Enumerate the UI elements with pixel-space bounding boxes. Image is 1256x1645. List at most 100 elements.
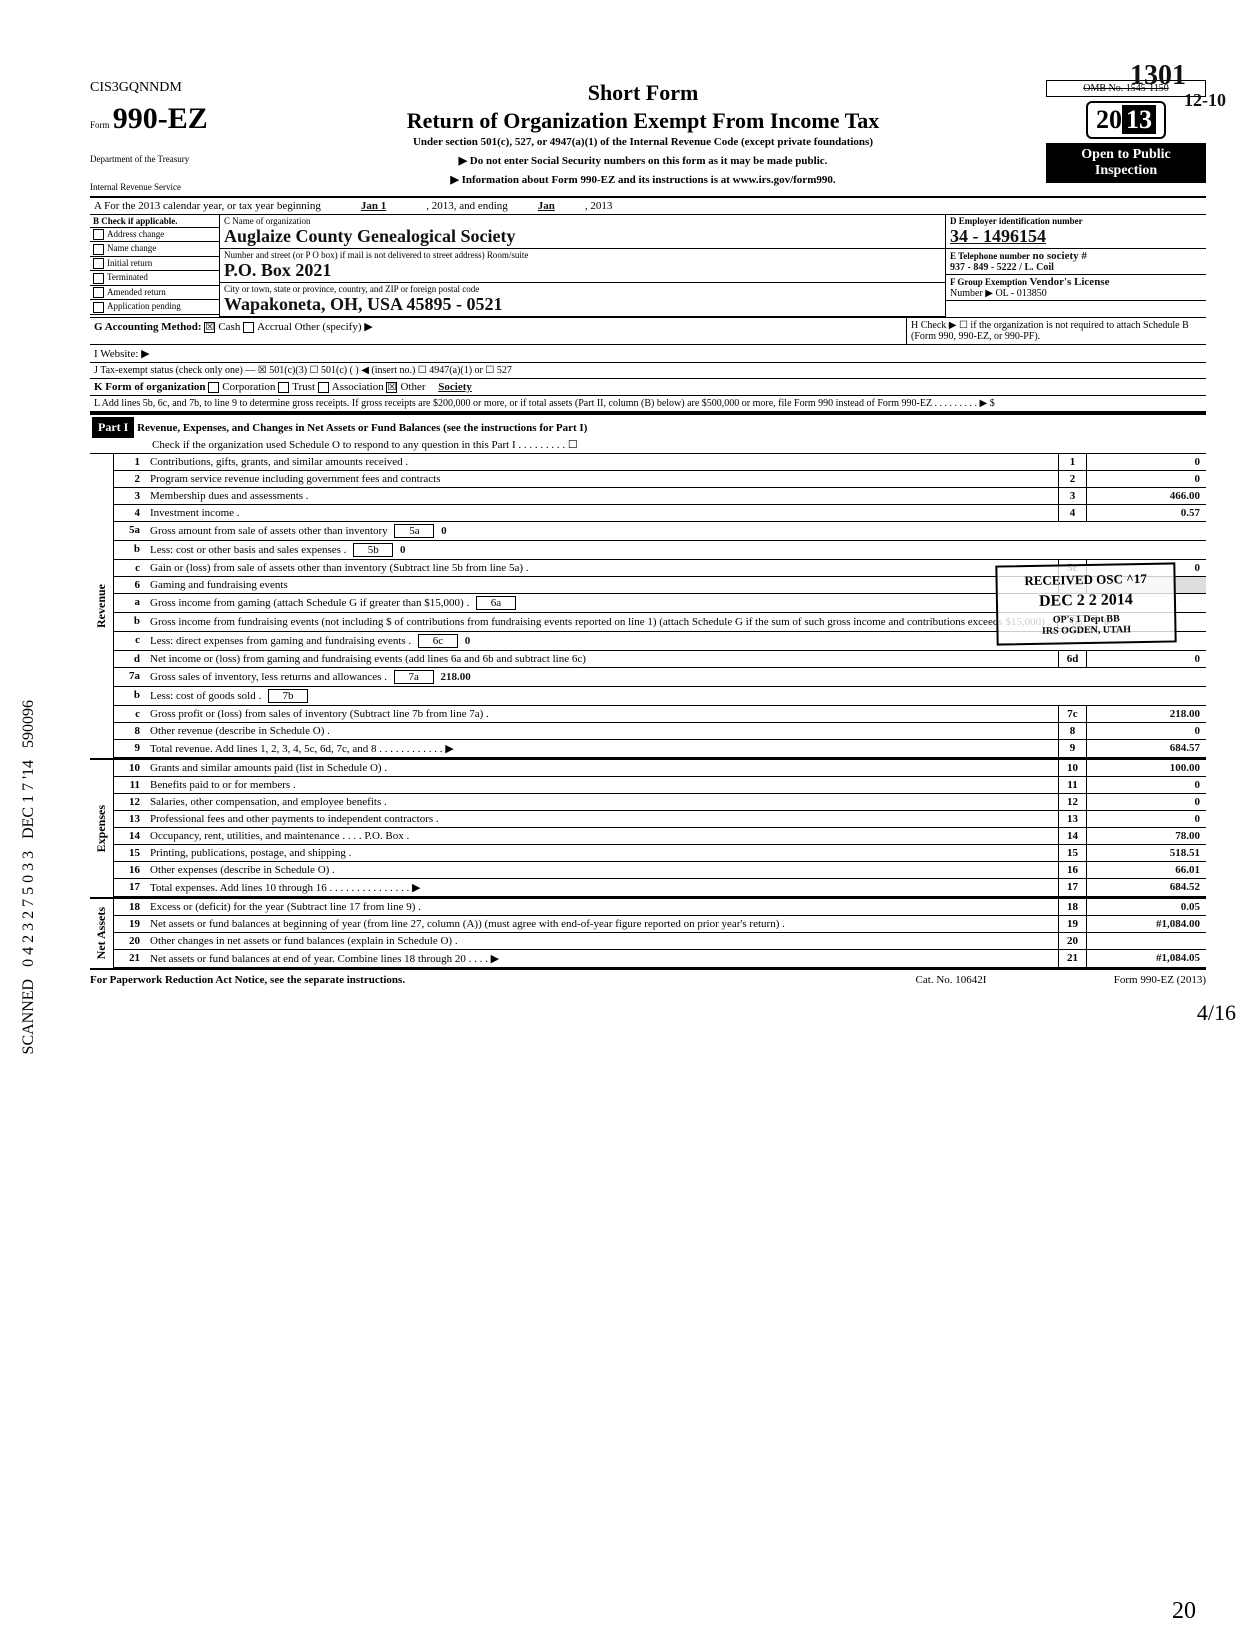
open-public-1: Open to Public <box>1050 147 1202 163</box>
line-value: 78.00 <box>1086 828 1206 844</box>
h-text: H Check ▶ ☐ if the organization is not r… <box>906 318 1206 344</box>
line-box: 8 <box>1058 723 1086 739</box>
line-value: 0 <box>1086 471 1206 487</box>
line-a-text: A For the 2013 calendar year, or tax yea… <box>94 200 321 212</box>
line-num: 10 <box>114 760 146 776</box>
form-line-17: 17Total expenses. Add lines 10 through 1… <box>114 879 1206 897</box>
box-c: C Name of organization Auglaize County G… <box>220 215 946 317</box>
line-box: 15 <box>1058 845 1086 861</box>
chk-terminated[interactable]: Terminated <box>107 272 148 282</box>
stamp-irs: IRS OGDEN, UTAH <box>1004 624 1168 638</box>
line-num: 16 <box>114 862 146 878</box>
line-desc: Gross sales of inventory, less returns a… <box>146 668 1206 686</box>
part1-title: Revenue, Expenses, and Changes in Net As… <box>137 422 587 434</box>
directive-2: ▶ Information about Form 990-EZ and its … <box>252 173 1034 186</box>
e-scratch: no society # <box>1033 250 1087 262</box>
line-num: 6 <box>114 577 146 593</box>
line-desc: Net assets or fund balances at beginning… <box>146 916 1058 932</box>
chk-corp[interactable] <box>208 382 219 393</box>
l-text: L Add lines 5b, 6c, and 7b, to line 9 to… <box>90 396 1206 411</box>
line-num: 1 <box>114 454 146 470</box>
line-num: 19 <box>114 916 146 932</box>
chk-other[interactable]: ☒ <box>386 382 397 393</box>
line-value: 0 <box>1086 723 1206 739</box>
line-value: 0 <box>1086 811 1206 827</box>
org-name: Auglaize County Genealogical Society <box>224 226 941 247</box>
f-label: F Group Exemption <box>950 277 1027 287</box>
line-desc: Other revenue (describe in Schedule O) . <box>146 723 1058 739</box>
line-value: 100.00 <box>1086 760 1206 776</box>
line-box: 13 <box>1058 811 1086 827</box>
stamp-date: DEC 2 2 2014 <box>1004 591 1168 612</box>
chk-trust[interactable] <box>278 382 289 393</box>
line-value: 0.05 <box>1086 899 1206 915</box>
line-box: 11 <box>1058 777 1086 793</box>
line-g-h: G Accounting Method: ☒Cash Accrual Other… <box>90 318 1206 345</box>
chk-address[interactable]: Address change <box>107 229 164 239</box>
chk-amended[interactable]: Amended return <box>107 287 166 297</box>
chk-cash[interactable]: ☒ <box>204 322 215 333</box>
line-value: 0 <box>1086 454 1206 470</box>
form-line-10: 10Grants and similar amounts paid (list … <box>114 760 1206 777</box>
line-value: 218.00 <box>1086 706 1206 722</box>
footer: For Paperwork Reduction Act Notice, see … <box>90 968 1206 986</box>
form-line-7a: 7aGross sales of inventory, less returns… <box>114 668 1206 687</box>
dept-treasury: Department of the Treasury <box>90 154 240 164</box>
city-value: Wapakoneta, OH, USA 45895 - 0521 <box>224 294 941 315</box>
line-num: 13 <box>114 811 146 827</box>
form-line-18: 18Excess or (deficit) for the year (Subt… <box>114 899 1206 916</box>
expense-lines: 10Grants and similar amounts paid (list … <box>114 760 1206 897</box>
line-desc: Net assets or fund balances at end of ye… <box>146 950 1058 967</box>
info-grid: B Check if applicable. Address change Na… <box>90 215 1206 318</box>
line-desc: Less: cost of goods sold . 7b <box>146 687 1206 705</box>
form-line-c: cGross profit or (loss) from sales of in… <box>114 706 1206 723</box>
form-line-20: 20Other changes in net assets or fund ba… <box>114 933 1206 950</box>
line-desc: Printing, publications, postage, and shi… <box>146 845 1058 861</box>
form-line-13: 13Professional fees and other payments t… <box>114 811 1206 828</box>
g-cash: Cash <box>218 321 240 333</box>
form-line-2: 2Program service revenue including gover… <box>114 471 1206 488</box>
k-other-val: Society <box>438 381 472 393</box>
line-num: 20 <box>114 933 146 949</box>
form-line-15: 15Printing, publications, postage, and s… <box>114 845 1206 862</box>
line-a: A For the 2013 calendar year, or tax yea… <box>90 196 1206 215</box>
line-desc: Occupancy, rent, utilities, and maintena… <box>146 828 1058 844</box>
k-assoc: Association <box>332 381 384 393</box>
line-value: #1,084.05 <box>1086 950 1206 967</box>
line-num: 21 <box>114 950 146 967</box>
line-num: 18 <box>114 899 146 915</box>
line-num: d <box>114 651 146 667</box>
chk-pending[interactable]: Application pending <box>107 301 181 311</box>
g-label: G Accounting Method: <box>94 321 202 333</box>
period-end-month: Jan <box>538 200 555 212</box>
line-num: b <box>114 613 146 631</box>
form-line-12: 12Salaries, other compensation, and empl… <box>114 794 1206 811</box>
phone-value: 937 - 849 - 5222 / L. Coil <box>950 262 1202 273</box>
line-desc: Gain or (loss) from sale of assets other… <box>146 560 1058 576</box>
line-value: 0 <box>1086 777 1206 793</box>
chk-assoc[interactable] <box>318 382 329 393</box>
f-number: Number ▶ OL - 013850 <box>950 288 1202 299</box>
line-box: 21 <box>1058 950 1086 967</box>
line-num: 2 <box>114 471 146 487</box>
short-form-title: Short Form <box>252 80 1034 106</box>
line-num: c <box>114 560 146 576</box>
form-line-b: bLess: cost or other basis and sales exp… <box>114 541 1206 560</box>
chk-name[interactable]: Name change <box>107 243 156 253</box>
box-b: B Check if applicable. Address change Na… <box>90 215 220 317</box>
line-box: 9 <box>1058 740 1086 757</box>
line-value: 0.57 <box>1086 505 1206 521</box>
line-desc: Total revenue. Add lines 1, 2, 3, 4, 5c,… <box>146 740 1058 757</box>
chk-accrual[interactable] <box>243 322 254 333</box>
line-box: 10 <box>1058 760 1086 776</box>
line-num: 7a <box>114 668 146 686</box>
form-line-21: 21Net assets or fund balances at end of … <box>114 950 1206 968</box>
form-line-19: 19Net assets or fund balances at beginni… <box>114 916 1206 933</box>
line-desc: Grants and similar amounts paid (list in… <box>146 760 1058 776</box>
form-line-3: 3Membership dues and assessments .3466.0… <box>114 488 1206 505</box>
line-num: 9 <box>114 740 146 757</box>
form-label: Form <box>90 120 110 130</box>
e-label: E Telephone number <box>950 251 1030 261</box>
line-value: 0 <box>1086 651 1206 667</box>
chk-initial[interactable]: Initial return <box>107 258 152 268</box>
